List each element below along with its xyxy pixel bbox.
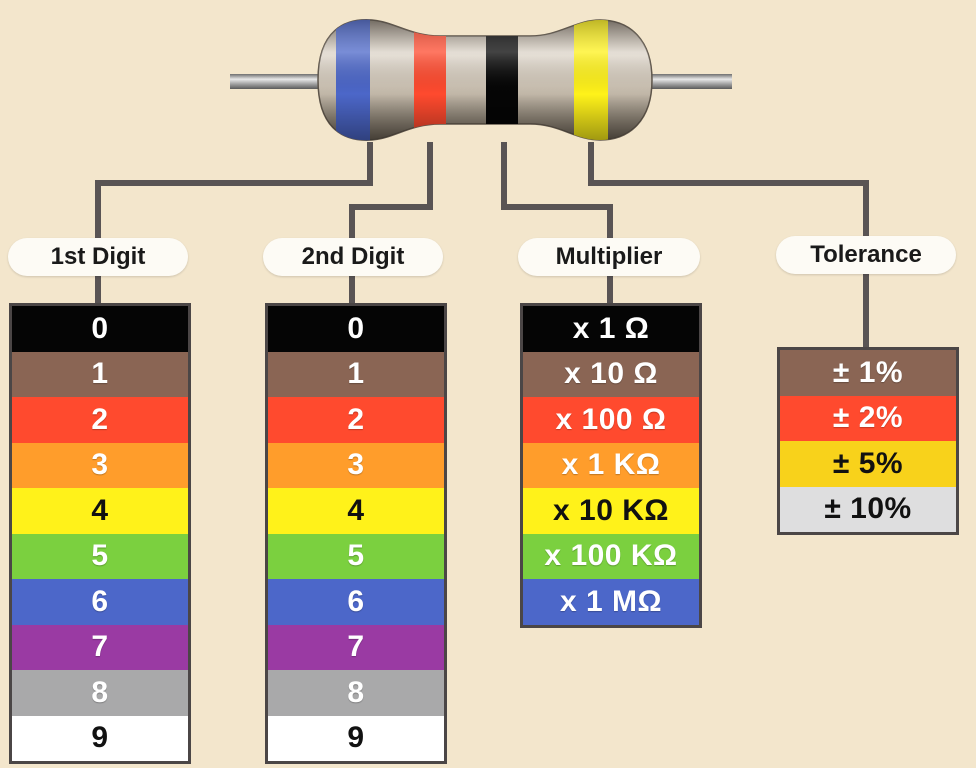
second-digit-row-brown: 1 bbox=[268, 351, 444, 397]
second-digit-row-grey: 8 bbox=[268, 670, 444, 716]
first-digit-row-blue: 6 bbox=[12, 579, 188, 625]
tolerance-row-brown: ± 1% bbox=[780, 350, 956, 396]
multiplier-row-yellow: x 10 KΩ bbox=[523, 488, 699, 534]
first-digit-row-red: 2 bbox=[12, 397, 188, 443]
tolerance-row-red: ± 2% bbox=[780, 395, 956, 441]
tolerance-row-silver: ± 10% bbox=[780, 486, 956, 532]
second-digit-row-green: 5 bbox=[268, 533, 444, 579]
connector-tolerance bbox=[588, 142, 869, 245]
second-digit-row-yellow: 4 bbox=[268, 488, 444, 534]
header-tolerance: Tolerance bbox=[776, 236, 956, 274]
second-digit-row-orange: 3 bbox=[268, 442, 444, 488]
multiplier-row-green: x 100 KΩ bbox=[523, 533, 699, 579]
first-digit-row-violet: 7 bbox=[12, 624, 188, 670]
first-digit-row-black: 0 bbox=[12, 306, 188, 352]
table-tolerance: ± 1% ± 2% ± 5% ± 10% bbox=[777, 347, 959, 535]
multiplier-row-brown: x 10 Ω bbox=[523, 351, 699, 397]
second-digit-row-red: 2 bbox=[268, 397, 444, 443]
resistor-bands bbox=[318, 19, 652, 141]
multiplier-row-blue: x 1 MΩ bbox=[523, 579, 699, 625]
first-digit-row-orange: 3 bbox=[12, 442, 188, 488]
right-lead bbox=[640, 74, 732, 89]
multiplier-row-black: x 1 Ω bbox=[523, 306, 699, 352]
first-digit-row-grey: 8 bbox=[12, 670, 188, 716]
header-multiplier: Multiplier bbox=[518, 238, 700, 276]
second-digit-row-black: 0 bbox=[268, 306, 444, 352]
second-digit-row-blue: 6 bbox=[268, 579, 444, 625]
first-digit-row-brown: 1 bbox=[12, 351, 188, 397]
left-lead bbox=[230, 74, 330, 89]
first-digit-row-white: 9 bbox=[12, 715, 188, 761]
header-1st-digit: 1st Digit bbox=[8, 238, 188, 276]
connector-1st-digit bbox=[95, 142, 373, 245]
tolerance-row-gold: ± 5% bbox=[780, 441, 956, 487]
connector-multiplier bbox=[501, 142, 613, 245]
connector-2nd-digit bbox=[349, 142, 433, 245]
second-digit-row-white: 9 bbox=[268, 715, 444, 761]
first-digit-row-yellow: 4 bbox=[12, 488, 188, 534]
multiplier-row-orange: x 1 KΩ bbox=[523, 442, 699, 488]
header-2nd-digit: 2nd Digit bbox=[263, 238, 443, 276]
first-digit-row-green: 5 bbox=[12, 533, 188, 579]
second-digit-row-violet: 7 bbox=[268, 624, 444, 670]
multiplier-row-red: x 100 Ω bbox=[523, 397, 699, 443]
